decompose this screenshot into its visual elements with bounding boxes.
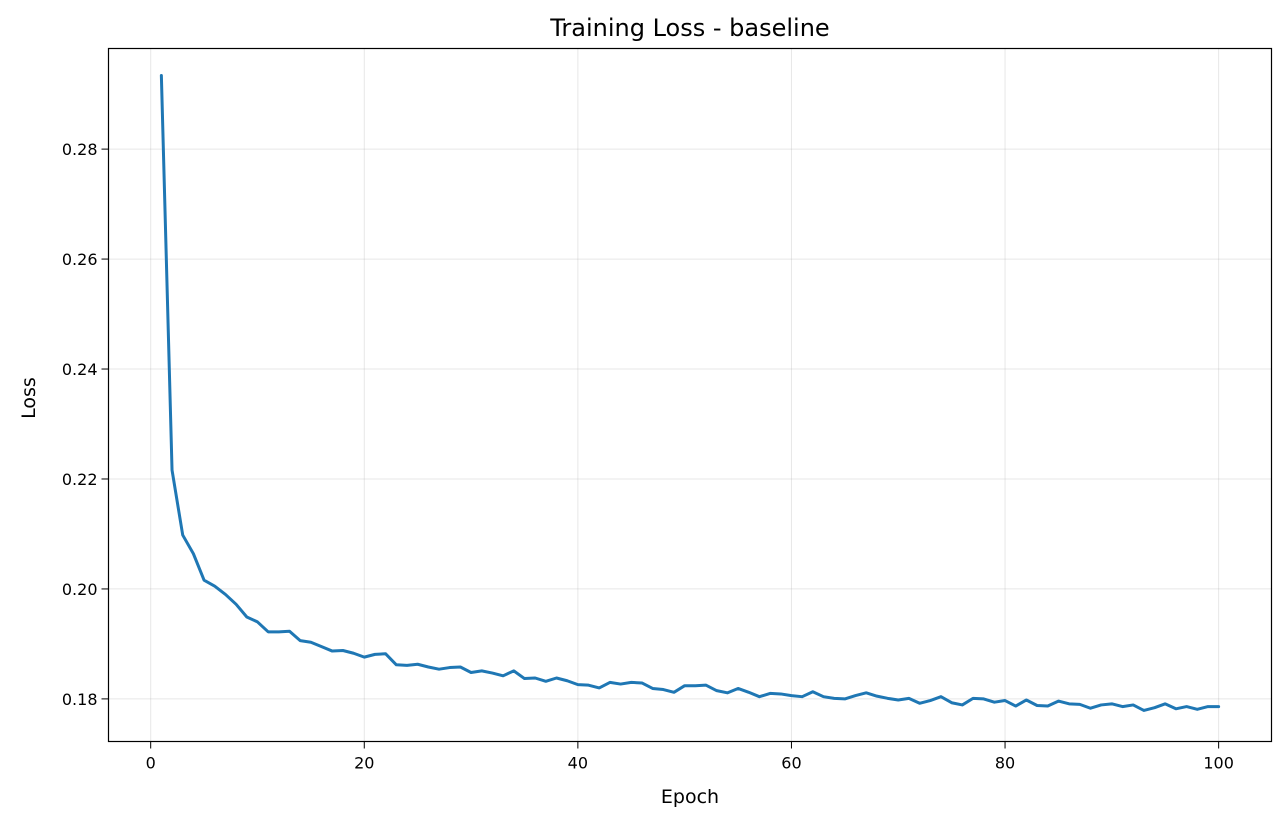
- x-tick-label: 80: [995, 754, 1015, 773]
- y-axis-ticks: 0.18 0.20 0.22 0.24 0.26 0.28: [62, 140, 109, 709]
- grid-lines: [108, 48, 1272, 742]
- y-tick-label: 0.24: [62, 360, 98, 379]
- x-tick-label: 20: [354, 754, 374, 773]
- chart-title: Training Loss - baseline: [549, 14, 829, 42]
- series-line: [159, 73, 1221, 712]
- y-tick-label: 0.22: [62, 470, 98, 489]
- y-tick-label: 0.26: [62, 250, 98, 269]
- y-tick-label: 0.28: [62, 140, 98, 159]
- x-tick-label: 100: [1203, 754, 1234, 773]
- y-tick-label: 0.18: [62, 690, 98, 709]
- x-tick-label: 40: [568, 754, 588, 773]
- y-axis-label: Loss: [18, 377, 40, 419]
- y-tick-label: 0.20: [62, 580, 98, 599]
- x-tick-label: 0: [146, 754, 156, 773]
- x-axis-label: Epoch: [661, 786, 719, 808]
- plot-frame: [107, 47, 1273, 743]
- x-tick-label: 60: [781, 754, 801, 773]
- x-axis-ticks: 0 20 40 60 80 100: [146, 741, 1234, 773]
- series-layer: [159, 73, 1221, 712]
